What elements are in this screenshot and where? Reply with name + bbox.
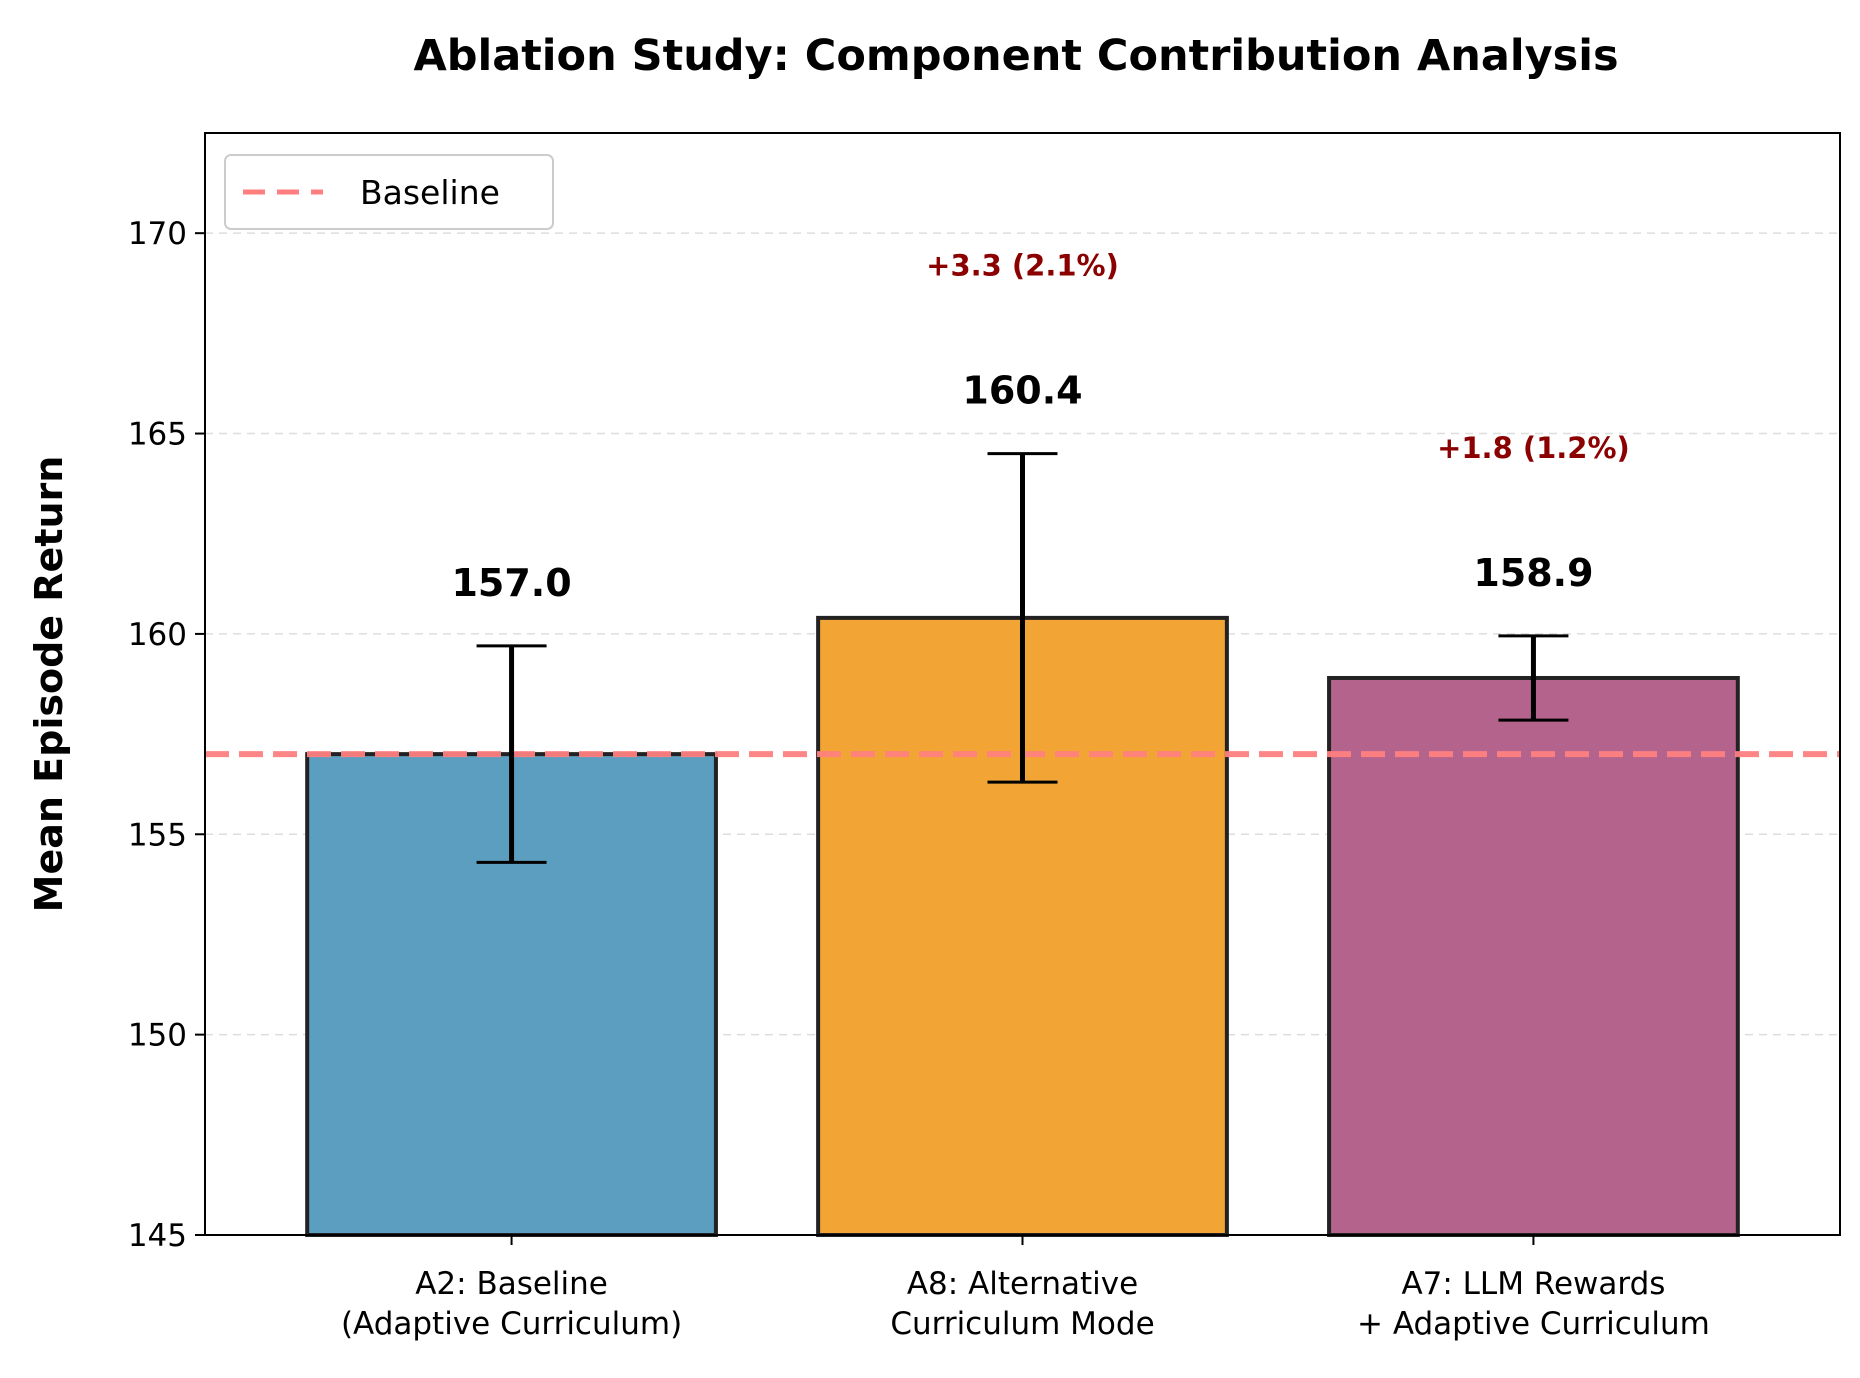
y-tick-label-145: 145 xyxy=(128,1218,187,1254)
x-axis-ticks: A2: Baseline (Adaptive Curriculum) A8: Alt… xyxy=(341,1235,1710,1342)
y-axis-label: Mean Episode Return xyxy=(27,456,71,913)
legend[interactable]: Baseline xyxy=(224,154,554,230)
y-tick-label-170: 170 xyxy=(128,216,187,252)
value-label-2: 158.9 xyxy=(1473,551,1593,595)
improvement-labels: +3.3 (2.1%) +1.8 (1.2%) xyxy=(926,249,1630,465)
legend-label-baseline: Baseline xyxy=(360,173,500,212)
bar-2 xyxy=(1327,675,1740,1237)
legend-box xyxy=(224,154,554,230)
y-tick-label-155: 155 xyxy=(128,817,187,853)
improvement-label-1: +3.3 (2.1%) xyxy=(926,249,1119,283)
y-tick-label-150: 150 xyxy=(128,1018,187,1054)
x-tick-label-1-line-1: Curriculum Mode xyxy=(890,1306,1154,1342)
improvement-label-2: +1.8 (1.2%) xyxy=(1437,431,1630,465)
x-tick-label-0-line-0: A2: Baseline xyxy=(415,1266,608,1302)
chart-title: Ablation Study: Component Contribution A… xyxy=(413,31,1618,81)
x-tick-label-2-line-0: A7: LLM Rewards xyxy=(1401,1266,1665,1302)
y-axis-ticks: 145 150 155 160 165 170 xyxy=(128,216,205,1254)
x-tick-label-1-line-0: A8: Alternative xyxy=(907,1266,1138,1302)
y-tick-label-165: 165 xyxy=(128,417,187,453)
x-tick-label-2-line-1: + Adaptive Curriculum xyxy=(1357,1306,1710,1342)
y-tick-label-160: 160 xyxy=(128,617,187,653)
error-bars xyxy=(476,452,1569,864)
x-tick-label-0-line-1: (Adaptive Curriculum) xyxy=(341,1306,682,1342)
value-labels: 157.0 160.4 158.9 xyxy=(451,369,1593,605)
value-label-0: 157.0 xyxy=(451,561,571,605)
value-label-1: 160.4 xyxy=(962,369,1082,413)
